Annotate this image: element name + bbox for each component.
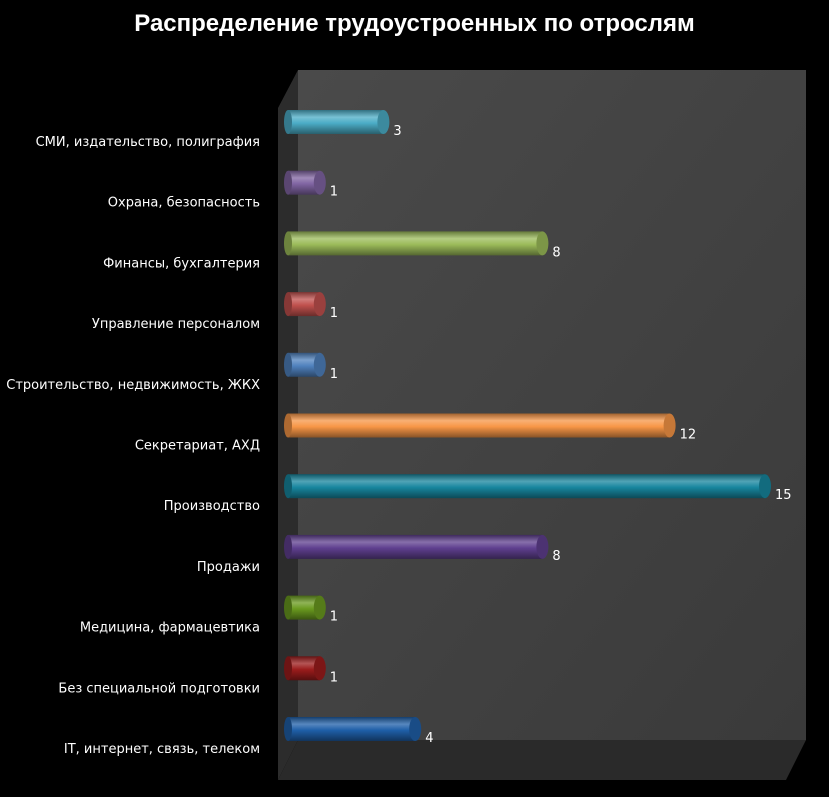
bar <box>284 413 676 438</box>
bar-end-cap <box>313 595 326 620</box>
bar-end-cap <box>536 231 549 256</box>
bar <box>284 352 326 377</box>
data-label: 4 <box>425 731 433 746</box>
bar-body <box>288 534 543 559</box>
bar-body <box>288 110 384 134</box>
category-label: СМИ, издательство, полиграфия <box>36 135 260 150</box>
data-label: 8 <box>552 549 560 564</box>
category-label: Продажи <box>197 560 260 575</box>
bar-end-cap <box>759 474 771 499</box>
bar-body <box>288 413 670 438</box>
bar-end-cap <box>313 292 326 317</box>
plot-back-wall <box>298 70 806 740</box>
bar-start-cap <box>284 413 292 438</box>
bar-start-cap <box>284 656 292 681</box>
data-label: 15 <box>775 488 792 503</box>
category-label: Без специальной подготовки <box>58 681 260 696</box>
bar-start-cap <box>284 352 292 377</box>
data-label: 1 <box>330 306 338 321</box>
category-label: IT, интернет, связь, телеком <box>64 742 260 757</box>
bar-end-cap <box>313 352 326 377</box>
bar <box>284 110 390 134</box>
category-label: Охрана, безопасность <box>108 196 260 211</box>
data-label: 3 <box>393 124 401 139</box>
bar-body <box>288 474 765 499</box>
category-label: Медицина, фармацевтика <box>80 621 260 636</box>
bar-end-cap <box>313 170 326 195</box>
data-label: 1 <box>330 670 338 685</box>
bar-start-cap <box>284 170 292 195</box>
bar <box>284 717 422 741</box>
bar-start-cap <box>284 534 292 559</box>
data-label: 1 <box>330 610 338 625</box>
bar <box>284 595 326 620</box>
bar-start-cap <box>284 231 292 256</box>
bar-start-cap <box>284 474 292 499</box>
bar <box>284 534 549 559</box>
category-label: Секретариат, АХД <box>135 439 260 454</box>
bar-start-cap <box>284 717 292 741</box>
chart-title: Распределение трудоустроенных по отросля… <box>134 10 695 37</box>
bar-end-cap <box>313 656 326 681</box>
bar-body <box>288 231 543 256</box>
category-label: Производство <box>164 499 260 514</box>
bar <box>284 292 326 317</box>
bar <box>284 170 326 195</box>
bar-end-cap <box>663 413 676 438</box>
bar <box>284 656 326 681</box>
bar <box>284 474 771 499</box>
bar-end-cap <box>536 534 549 559</box>
bar-start-cap <box>284 595 292 620</box>
bar-start-cap <box>284 292 292 317</box>
plot-floor <box>278 740 806 780</box>
bar-end-cap <box>409 717 422 741</box>
bar-body <box>288 717 416 741</box>
bar-end-cap <box>377 110 390 134</box>
category-label: Строительство, недвижимость, ЖКХ <box>6 378 260 393</box>
category-label: Финансы, бухгалтерия <box>103 256 260 271</box>
data-label: 1 <box>330 367 338 382</box>
data-label: 1 <box>330 185 338 200</box>
data-label: 8 <box>552 245 560 260</box>
data-label: 12 <box>680 428 697 443</box>
bar-start-cap <box>284 110 292 134</box>
category-label: Управление персоналом <box>92 317 260 332</box>
bar <box>284 231 549 256</box>
